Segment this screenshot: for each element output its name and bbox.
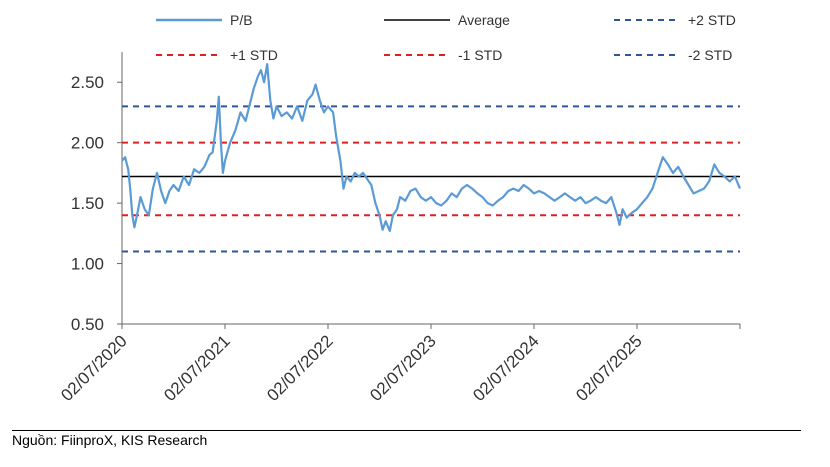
legend-label-2-std: -2 STD (688, 47, 732, 63)
plot-area: 0.50 1.00 1.50 2.00 2.50 02/07/2020 02/07/2021… (57, 52, 742, 405)
y-tick-label: 1.50 (71, 194, 104, 213)
source-note: Nguồn: FiinproX, KIS Research (12, 432, 208, 448)
y-tick-label: 1.00 (71, 255, 104, 274)
source-divider (12, 430, 801, 431)
legend-label-1-std: -1 STD (458, 47, 502, 63)
pb-series-line (121, 62, 742, 232)
x-tick-label: 02/07/2023 (366, 331, 440, 405)
legend-label-plus-1-std: +1 STD (230, 47, 278, 63)
legend-label-pb: P/B (230, 12, 253, 28)
x-tick-label: 02/07/2022 (263, 331, 337, 405)
legend-label-average: Average (458, 12, 510, 28)
y-tick-label: 2.50 (71, 73, 104, 92)
y-tick-label: 0.50 (71, 315, 104, 334)
x-tick-label: 02/07/2021 (160, 331, 234, 405)
x-tick-label: 02/07/2020 (57, 331, 131, 405)
y-tick-label: 2.00 (71, 134, 104, 153)
x-tick-label: 02/07/2025 (572, 331, 646, 405)
x-tick-label: 02/07/2024 (469, 331, 543, 405)
legend-label-plus-2-std: +2 STD (688, 12, 736, 28)
legend: P/B Average +2 STD +1 STD -1 STD -2 STD (156, 12, 736, 63)
